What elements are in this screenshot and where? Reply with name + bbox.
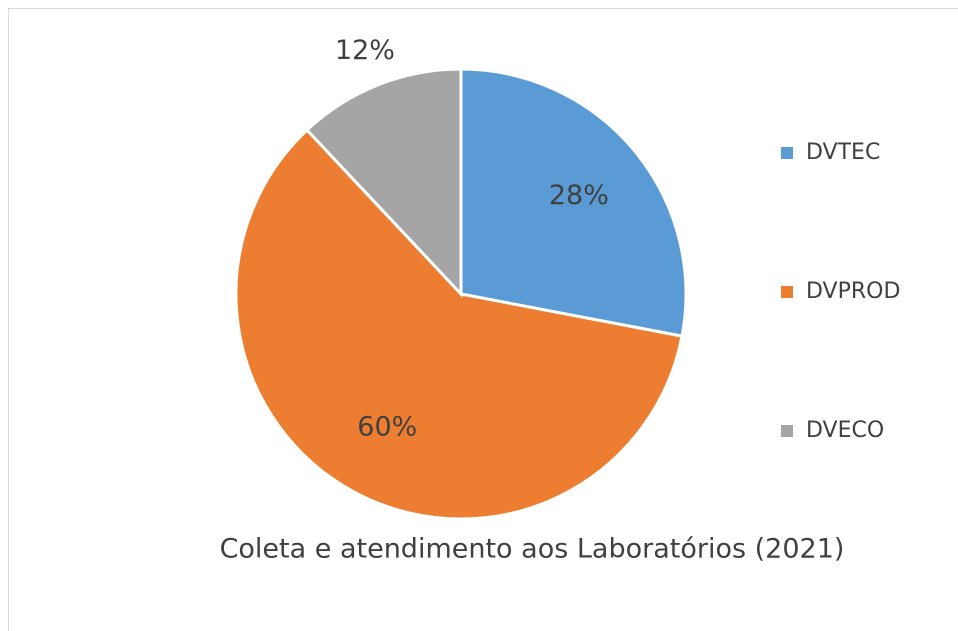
chart-frame [8,8,958,631]
pie-slice [459,67,688,338]
legend-label: DVECO [806,418,884,443]
legend-swatch [781,425,793,437]
legend-label: DVPROD [806,279,900,304]
data-label: 12% [335,35,395,66]
data-label: 60% [357,412,417,443]
data-label: 28% [549,180,609,211]
chart-title: Coleta e atendimento aos Laboratórios (2… [220,534,845,565]
legend-swatch [781,147,793,159]
pie-slice [234,127,684,521]
pie-slice [304,67,463,298]
legend-swatch [781,286,793,298]
legend-label: DVTEC [806,140,880,165]
